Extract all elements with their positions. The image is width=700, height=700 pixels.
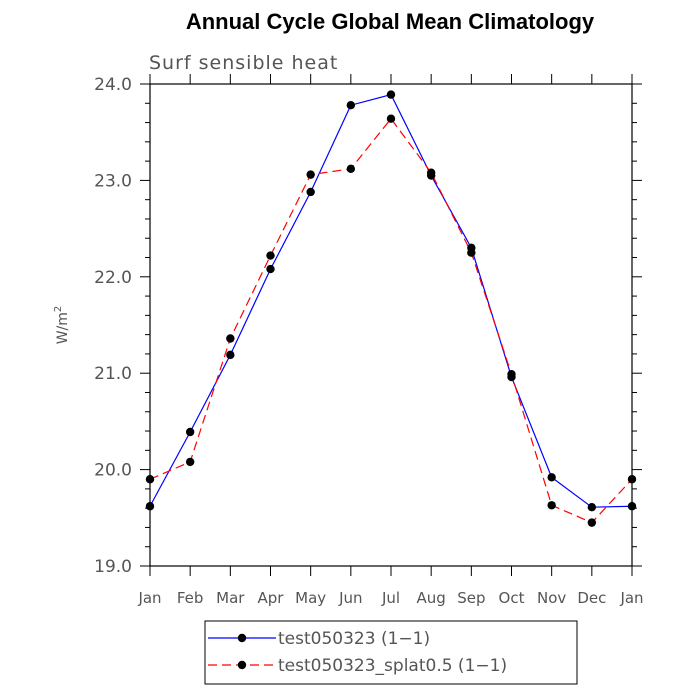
data-point-series-2	[145, 475, 155, 484]
data-point-series-1	[226, 350, 235, 360]
x-tick-label: Aug	[417, 589, 446, 607]
x-tick-label: Feb	[177, 589, 204, 607]
data-point-series-2	[386, 114, 396, 123]
data-point-series-2	[507, 369, 516, 379]
data-point-series-2	[266, 251, 275, 260]
data-point-series-2	[185, 457, 195, 467]
data-point-series-1	[145, 502, 155, 511]
x-tick-label: Sep	[457, 589, 485, 607]
y-tick-label: 19.0	[94, 557, 132, 577]
x-tick-label: Dec	[577, 589, 606, 607]
plot-frame	[149, 83, 633, 567]
x-tick-label: Apr	[258, 589, 285, 607]
x-tick-label: Mar	[216, 589, 245, 607]
data-point-series-2	[467, 248, 476, 257]
chart-title: Annual Cycle Global Mean Climatology	[185, 9, 595, 34]
series-line-1	[149, 93, 633, 508]
data-point-series-2	[627, 475, 637, 484]
data-point-series-1	[587, 502, 597, 512]
x-tick-label: Nov	[537, 589, 566, 607]
data-point-series-2	[226, 334, 235, 343]
legend-marker-2	[237, 660, 247, 670]
x-tick-label: Jun	[338, 589, 362, 607]
chart-subtitle: Surf sensible heat	[149, 52, 338, 74]
y-tick-label: 21.0	[94, 364, 132, 384]
data-point-series-2	[587, 518, 597, 527]
data-point-series-1	[386, 90, 396, 99]
data-point-series-1	[346, 101, 356, 110]
data-point-series-2	[346, 164, 356, 174]
data-point-series-2	[547, 501, 556, 510]
data-point-series-1	[266, 264, 275, 274]
legend-marker-1	[237, 633, 247, 643]
legend-label-1: test050323 (1−1)	[278, 629, 430, 649]
data-point-series-1	[185, 427, 195, 437]
y-tick-label: 23.0	[94, 171, 132, 191]
data-point-series-1	[627, 502, 637, 511]
data-point-series-2	[306, 170, 315, 179]
y-tick-label: 22.0	[94, 268, 132, 288]
y-tick-label: 24.0	[94, 75, 132, 95]
x-tick-label: Jan	[619, 589, 643, 607]
legend-box	[204, 620, 578, 685]
x-tick-label: Jan	[137, 589, 161, 607]
y-axis-label: W/m2	[53, 306, 71, 345]
data-point-series-1	[547, 473, 556, 482]
data-point-series-1	[306, 187, 315, 197]
series-line-2	[149, 117, 633, 524]
legend-label-2: test050323_splat0.5 (1−1)	[278, 656, 507, 676]
x-tick-label: Oct	[499, 589, 525, 607]
x-tick-label: Jul	[381, 589, 400, 607]
y-tick-label: 20.0	[94, 461, 132, 481]
x-tick-label: May	[295, 589, 326, 607]
data-point-series-2	[426, 168, 436, 177]
